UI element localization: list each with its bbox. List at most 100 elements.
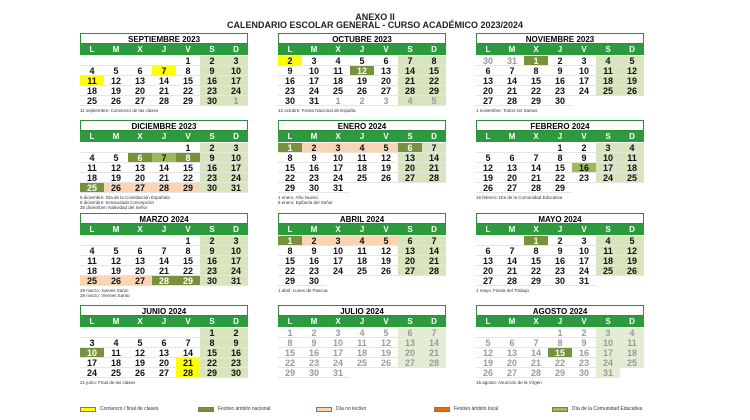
- day-cell: 23: [224, 358, 248, 368]
- day-cell: 5: [104, 153, 128, 163]
- weekday: M: [302, 131, 326, 142]
- day-cell: 1: [278, 143, 302, 153]
- day-cell: 5: [104, 246, 128, 256]
- weekday: S: [398, 316, 422, 327]
- month-title: AGOSTO 2024: [476, 305, 644, 316]
- day-cell: 22: [524, 86, 548, 96]
- weekday: S: [596, 44, 620, 55]
- day-cell: 5: [476, 153, 500, 163]
- day-cell: 7: [422, 143, 446, 153]
- empty-cell: [476, 328, 500, 338]
- legend-label: Comienzo / final de clases: [100, 406, 159, 412]
- day-cell: 25: [620, 358, 644, 368]
- day-cell: 17: [224, 163, 248, 173]
- weekday: D: [224, 316, 248, 327]
- day-cell: 2: [278, 56, 302, 66]
- day-cell: 20: [128, 86, 152, 96]
- day-cell: 16: [548, 256, 572, 266]
- day-cell: 17: [572, 256, 596, 266]
- weekday: L: [278, 44, 302, 55]
- day-cell: 6: [128, 246, 152, 256]
- weekday: L: [80, 224, 104, 235]
- day-cell: 20: [500, 173, 524, 183]
- day-cell: 7: [176, 338, 200, 348]
- day-cell: 27: [152, 368, 176, 378]
- day-cell: 9: [302, 338, 326, 348]
- day-cell: 30: [302, 183, 326, 193]
- day-cell: 3: [224, 56, 248, 66]
- month-note: 8 diciembre: Inmaculada Concepción: [80, 200, 155, 205]
- weekday: X: [128, 316, 152, 327]
- day-cell: 2: [302, 328, 326, 338]
- day-cell: 6: [128, 153, 152, 163]
- day-cell: 15: [278, 256, 302, 266]
- day-cell: 7: [524, 338, 548, 348]
- day-cell: 7: [524, 153, 548, 163]
- weekday: X: [524, 44, 548, 55]
- day-cell: 10: [596, 338, 620, 348]
- day-cell: 14: [398, 66, 422, 76]
- day-cell: 7: [152, 153, 176, 163]
- day-cell: 20: [398, 163, 422, 173]
- day-cell: 18: [80, 266, 104, 276]
- day-cell: 22: [176, 266, 200, 276]
- day-cell: 18: [80, 86, 104, 96]
- month-title: SEPTIEMBRE 2023: [80, 33, 248, 44]
- day-cell: 30: [302, 368, 326, 378]
- day-cell: 7: [152, 66, 176, 76]
- weekday: D: [422, 224, 446, 235]
- day-cell: 3: [596, 143, 620, 153]
- month-title: ABRIL 2024: [278, 213, 446, 224]
- day-cell: 4: [350, 328, 374, 338]
- legend-swatch: [80, 407, 96, 412]
- month-note: 15 agosto: Asunción de la Virgen: [476, 380, 542, 385]
- day-cell: 27: [128, 276, 152, 286]
- day-cell: 12: [104, 76, 128, 86]
- month-title: MARZO 2024: [80, 213, 248, 224]
- day-cell: 18: [350, 163, 374, 173]
- day-cell: 23: [302, 358, 326, 368]
- day-cell: 9: [224, 338, 248, 348]
- day-cell: 16: [548, 76, 572, 86]
- day-cell: 9: [200, 153, 224, 163]
- day-cell: 1: [200, 328, 224, 338]
- day-cell: 30: [200, 183, 224, 193]
- day-cell: 11: [350, 338, 374, 348]
- day-cell: 2: [302, 236, 326, 246]
- weekday: L: [476, 131, 500, 142]
- day-cell: 4: [596, 236, 620, 246]
- day-cell: 22: [548, 173, 572, 183]
- empty-cell: [80, 143, 104, 153]
- day-cell: 13: [128, 163, 152, 173]
- day-cell: 22: [278, 266, 302, 276]
- day-cell: 10: [572, 66, 596, 76]
- weekday: D: [620, 224, 644, 235]
- empty-cell: [152, 143, 176, 153]
- day-cell: 20: [476, 86, 500, 96]
- weekday: M: [302, 316, 326, 327]
- day-cell: 9: [548, 66, 572, 76]
- weekday: V: [572, 316, 596, 327]
- day-cell: 3: [374, 96, 398, 106]
- day-cell: 24: [224, 173, 248, 183]
- day-cell: 11: [350, 246, 374, 256]
- weekday: J: [548, 224, 572, 235]
- legend-swatch: [552, 407, 568, 412]
- weekday: L: [80, 316, 104, 327]
- day-cell: 23: [548, 266, 572, 276]
- weekday: M: [104, 131, 128, 142]
- day-cell: 25: [596, 266, 620, 276]
- day-cell: 20: [374, 76, 398, 86]
- day-cell: 6: [128, 66, 152, 76]
- day-cell: 28: [500, 96, 524, 106]
- day-cell: 2: [200, 236, 224, 246]
- day-cell: 11: [80, 256, 104, 266]
- day-cell: 15: [176, 76, 200, 86]
- day-cell: 26: [128, 368, 152, 378]
- day-cell: 5: [128, 338, 152, 348]
- day-cell: 2: [548, 236, 572, 246]
- day-cell: 24: [596, 173, 620, 183]
- weekday: X: [524, 316, 548, 327]
- day-cell: 22: [278, 358, 302, 368]
- month-note: 6 diciembre: Día de la Constitución Espa…: [80, 195, 170, 200]
